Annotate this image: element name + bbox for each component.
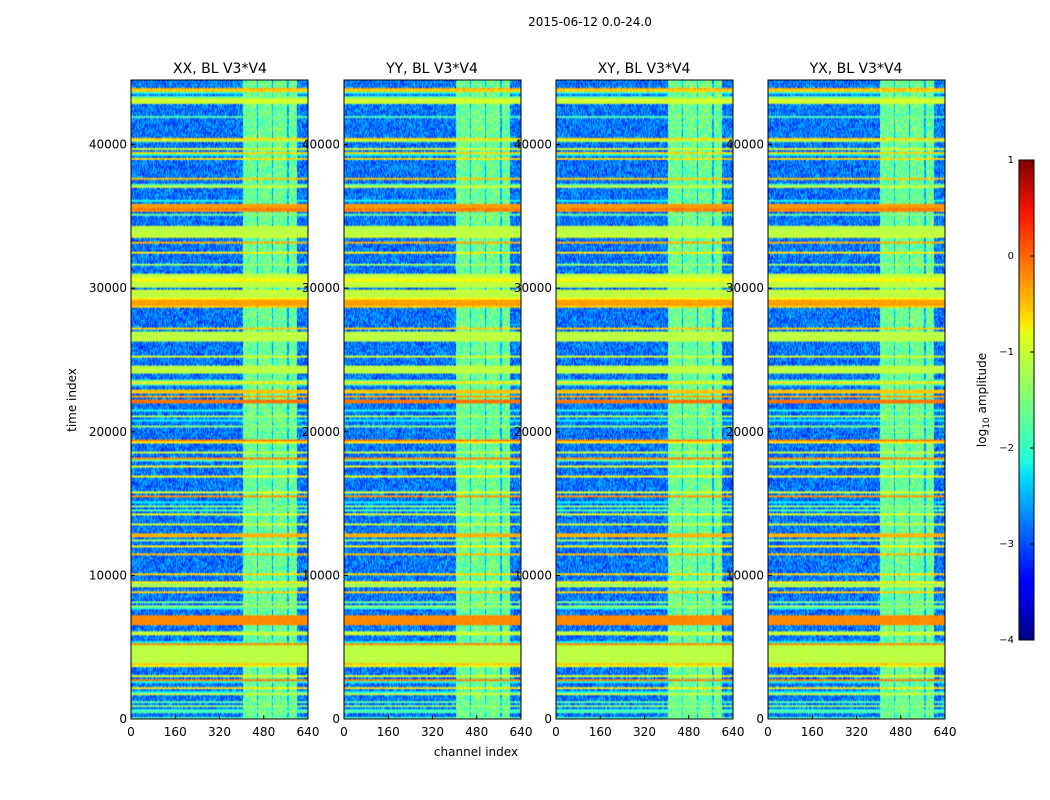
y-tick-label: 40000 [302, 138, 340, 152]
y-axis-label: time index [65, 368, 79, 432]
x-tick-label: 160 [801, 725, 824, 739]
heatmap-image [768, 80, 945, 719]
y-tick-label: 0 [119, 712, 127, 726]
x-tick-label: 480 [465, 725, 488, 739]
colorbar-ticks: 1 0 −1 −2 −3 −4 [999, 155, 1034, 646]
colorbar-tick-label: −2 [999, 443, 1014, 454]
y-tick-label: 30000 [89, 281, 127, 295]
y-tick-label: 0 [756, 712, 764, 726]
colorbar-label-base: 10 [982, 417, 992, 429]
y-tick-label: 40000 [726, 138, 764, 152]
panel-title: XX, BL V3*V4 [173, 61, 267, 77]
colorbar-label: log10 amplitude [975, 353, 992, 447]
y-tick-label: 30000 [302, 281, 340, 295]
colorbar-label-rest: amplitude [975, 353, 989, 417]
colorbar-tick-label: −4 [999, 635, 1014, 646]
y-tick-label: 10000 [89, 568, 127, 582]
colorbar-tick-label: −1 [999, 347, 1014, 358]
x-tick-label: 480 [889, 725, 912, 739]
panel-ticks: 0 160 320 480 640 0 10000 20000 30000 40000 [302, 138, 533, 739]
y-tick-label: 30000 [514, 281, 552, 295]
colorbar-tick-label: 0 [1008, 251, 1014, 262]
heatmap-image [344, 80, 521, 719]
colorbar-gradient [1018, 159, 1035, 641]
colorbar-label-log: log [975, 429, 989, 447]
colorbar: 10−1−2−3−4 log10 amplitude [975, 155, 1035, 646]
y-tick-label: 0 [332, 712, 340, 726]
colorbar-tick-label: −3 [999, 539, 1014, 550]
x-tick-label: 160 [377, 725, 400, 739]
x-tick-label: 0 [764, 725, 772, 739]
y-tick-label: 20000 [514, 425, 552, 439]
panel-canvas [767, 79, 946, 720]
y-tick-label: 10000 [302, 568, 340, 582]
x-tick-label: 640 [510, 725, 533, 739]
colorbar-tick-label: 1 [1008, 155, 1014, 166]
x-tick-label: 0 [552, 725, 560, 739]
heatmap-panel: XY, BL V3*V4 0 160 320 480 640 0 10000 20000 300… [514, 61, 745, 739]
x-tick-label: 320 [208, 725, 231, 739]
y-tick-label: 20000 [726, 425, 764, 439]
heatmap-image [131, 80, 308, 719]
y-tick-label: 10000 [514, 568, 552, 582]
heatmap-panel: YY, BL V3*V4 0 160 320 480 640 0 10000 20000 300… [302, 61, 533, 739]
panel-title: YY, BL V3*V4 [385, 61, 478, 77]
panel-title: XY, BL V3*V4 [598, 61, 691, 77]
panel-ticks: 0 160 320 480 640 0 10000 20000 30000 40000 [89, 138, 320, 739]
x-axis-label: channel index [434, 745, 518, 759]
y-tick-label: 20000 [89, 425, 127, 439]
x-tick-label: 0 [340, 725, 348, 739]
heatmap-panel: XX, BL V3*V4 0 160 320 480 640 0 10000 20000 300… [89, 61, 320, 739]
y-tick-label: 40000 [89, 138, 127, 152]
heatmap-image [556, 80, 733, 719]
panel-canvas [555, 79, 734, 720]
y-tick-label: 20000 [302, 425, 340, 439]
x-tick-label: 480 [677, 725, 700, 739]
x-tick-label: 160 [164, 725, 187, 739]
y-tick-label: 30000 [726, 281, 764, 295]
y-tick-label: 0 [544, 712, 552, 726]
figure-title: 2015-06-12 0.0-24.0 [528, 15, 652, 29]
panel-title: YX, BL V3*V4 [809, 61, 903, 77]
heatmap-panel: YX, BL V3*V4 0 160 320 480 640 0 10000 20000 300… [726, 61, 957, 739]
x-tick-label: 0 [127, 725, 135, 739]
panel-ticks: 0 160 320 480 640 0 10000 20000 30000 40000 [514, 138, 745, 739]
x-tick-label: 640 [934, 725, 957, 739]
panel-canvas [130, 79, 309, 720]
x-tick-label: 640 [722, 725, 745, 739]
y-tick-label: 10000 [726, 568, 764, 582]
panel-canvas [343, 79, 522, 720]
x-tick-label: 640 [297, 725, 320, 739]
x-tick-label: 160 [589, 725, 612, 739]
y-tick-label: 40000 [514, 138, 552, 152]
x-tick-label: 320 [421, 725, 444, 739]
x-tick-label: 320 [845, 725, 868, 739]
panel-ticks: 0 160 320 480 640 0 10000 20000 30000 40000 [726, 138, 957, 739]
x-tick-label: 480 [252, 725, 275, 739]
x-tick-label: 320 [633, 725, 656, 739]
